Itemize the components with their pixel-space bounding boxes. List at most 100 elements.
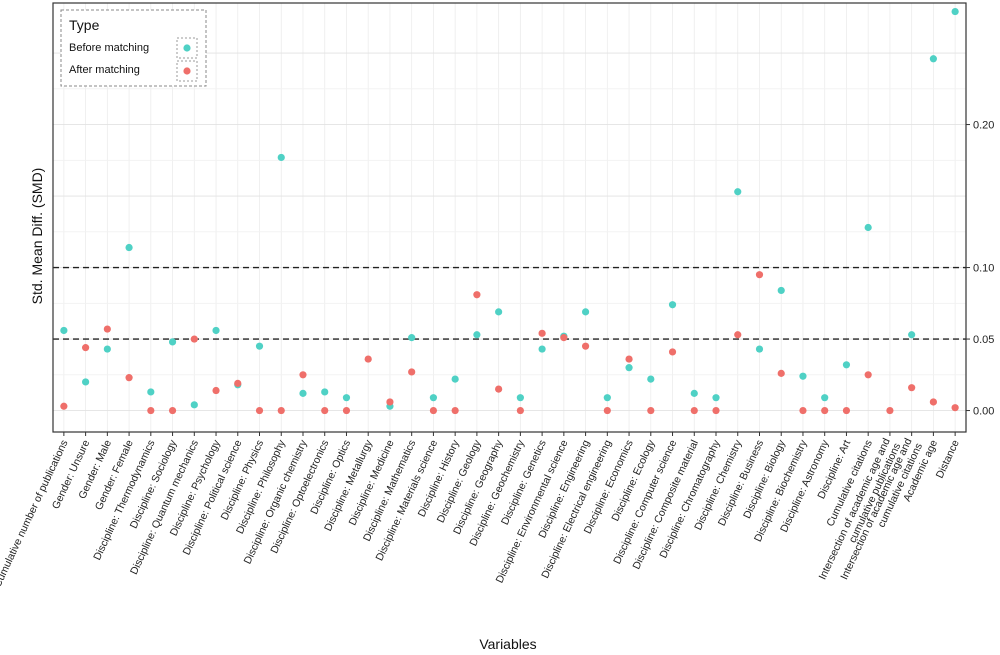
point-before [538,345,546,353]
point-after [625,355,633,363]
point-before [60,326,68,335]
point-before [690,389,698,397]
plot-panel-border [52,2,967,433]
point-before [668,301,677,309]
point-before [429,394,438,402]
point-before [451,375,459,383]
point-after [777,369,785,377]
x-axis: Cumulative number of publicationsGender:… [0,432,962,589]
point-after [668,348,677,356]
legend-key-box-after [176,60,198,82]
point-after [255,406,264,415]
point-before [712,394,720,402]
point-before [864,223,872,232]
point-before [495,308,503,316]
y-tick-label: 0.10 [973,263,994,275]
legend-dot-after [183,67,191,75]
y-tick-label: 0.00 [973,406,994,418]
point-after [864,371,872,379]
point-after [299,371,307,379]
point-after [842,406,851,415]
point-before [842,361,851,369]
point-before [908,331,916,339]
point-after [212,386,220,395]
point-after [581,342,590,350]
point-before [82,378,90,386]
point-after [560,334,568,342]
point-before [147,388,155,396]
point-before [777,286,785,295]
point-after [103,325,111,333]
point-before [255,342,264,350]
point-before [625,364,633,372]
point-before [277,153,285,162]
point-after [147,406,155,415]
point-before [190,401,198,409]
point-after [712,406,720,415]
point-after [473,291,481,299]
point-before [799,372,807,380]
point-after [429,406,438,415]
point-after [408,368,416,376]
point-after [277,406,285,415]
y-tick-label: 0.05 [973,334,994,346]
point-after [125,374,133,382]
point-after [734,331,742,339]
point-before [755,345,764,353]
point-before [212,326,220,335]
point-after [495,385,503,393]
legend-box [60,9,207,87]
legend-label-before: Before matching [69,42,149,54]
legend-label-after: After matching [69,64,140,76]
point-after [908,384,916,392]
point-after [886,406,894,415]
point-before [473,331,481,339]
point-before [951,7,959,16]
point-after [929,398,937,406]
point-after [603,406,611,415]
point-after [60,402,68,410]
point-after [82,344,90,352]
legend-key-box-before [176,37,198,59]
data-points [60,7,959,415]
legend-dot-before [183,44,191,52]
point-before [516,394,524,402]
point-before [299,389,307,397]
y-axis-title: Std. Mean Diff. (SMD) [29,168,45,305]
point-before [647,375,655,383]
point-after [451,406,459,415]
x-tick-label: Cumulative number of publications [0,438,71,589]
point-after [190,335,198,343]
point-before [408,334,416,342]
point-after [538,329,546,337]
point-after [647,406,655,415]
point-after [821,406,829,415]
point-before [342,394,351,402]
point-after [755,271,764,279]
x-axis-title: Variables [479,636,536,652]
legend-title: Type [69,17,100,33]
point-after [951,404,959,412]
point-after [364,355,372,363]
point-before [929,55,937,63]
reference-lines [53,266,966,340]
point-before [125,243,133,252]
point-before [603,394,611,402]
point-after [321,406,329,415]
point-after [342,406,351,415]
point-after [234,379,242,387]
point-after [168,406,177,415]
point-before [168,338,177,346]
point-after [386,398,394,406]
point-before [821,394,829,402]
point-before [103,345,111,353]
legend: Type Before matching After matching [60,9,207,87]
point-before [321,388,329,396]
point-after [516,406,524,415]
point-before [734,188,742,196]
point-after [690,406,698,415]
y-tick-label: 0.20 [973,120,994,132]
point-before [581,308,590,316]
y-axis: 0.00 0.05 0.10 0.20 [966,120,994,418]
